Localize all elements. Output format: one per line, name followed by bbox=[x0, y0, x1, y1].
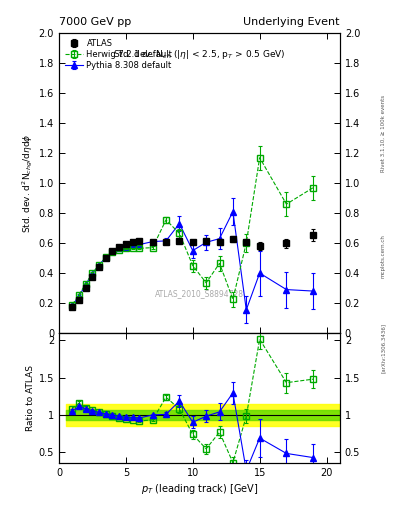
Text: ATLAS_2010_S8894728: ATLAS_2010_S8894728 bbox=[155, 290, 244, 298]
Y-axis label: Std. dev. d$^2$N$_{chg}$/d$\eta$d$\phi$: Std. dev. d$^2$N$_{chg}$/d$\eta$d$\phi$ bbox=[20, 134, 35, 233]
Legend: ATLAS, Herwig 7.2.1 default, Pythia 8.308 default: ATLAS, Herwig 7.2.1 default, Pythia 8.30… bbox=[63, 37, 174, 72]
Text: Rivet 3.1.10, ≥ 100k events: Rivet 3.1.10, ≥ 100k events bbox=[381, 95, 386, 172]
Text: 7000 GeV pp: 7000 GeV pp bbox=[59, 16, 131, 27]
Y-axis label: Ratio to ATLAS: Ratio to ATLAS bbox=[26, 365, 35, 431]
Text: Underlying Event: Underlying Event bbox=[243, 16, 340, 27]
Text: [arXiv:1306.3436]: [arXiv:1306.3436] bbox=[381, 323, 386, 373]
Text: mcplots.cern.ch: mcplots.cern.ch bbox=[381, 234, 386, 278]
Text: Std. dev. N$_{ch}$ ($|\eta|$ < 2.5, p$_{T}$ > 0.5 GeV): Std. dev. N$_{ch}$ ($|\eta|$ < 2.5, p$_{… bbox=[113, 48, 286, 61]
X-axis label: $p_{T}$ (leading track) [GeV]: $p_{T}$ (leading track) [GeV] bbox=[141, 482, 258, 497]
